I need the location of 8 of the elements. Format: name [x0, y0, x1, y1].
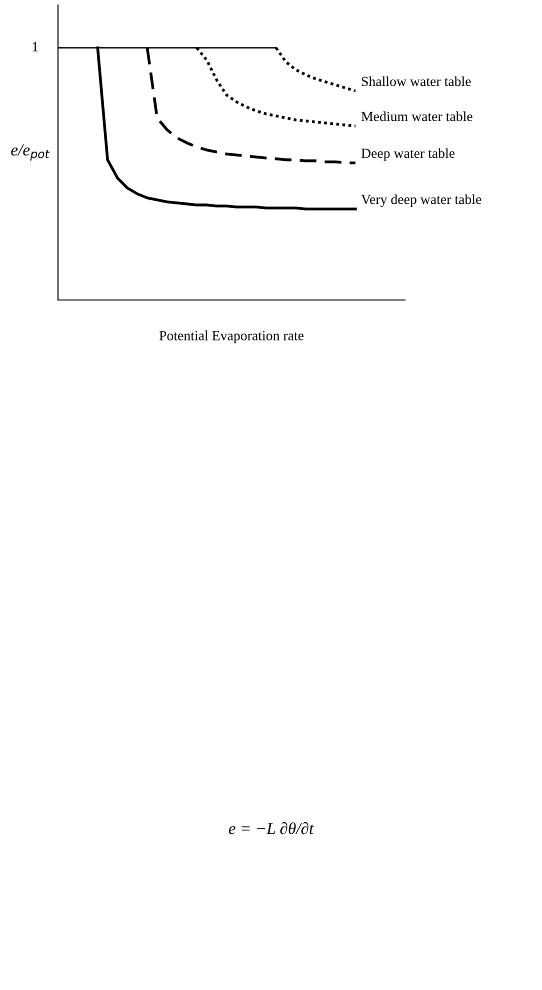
series-label: Shallow water table — [362, 76, 471, 86]
series-label: Very deep water table — [361, 194, 482, 207]
text: e = −L ∂θ/∂t — [228, 822, 314, 834]
text: 1 — [32, 42, 38, 52]
x-axis-title: Potential Evaporation rate — [159, 330, 304, 344]
y-axis-title: e/e$_{pot}$ — [11, 144, 50, 161]
series-label: Deep water table — [361, 148, 455, 161]
series-label: Medium water table — [361, 111, 472, 122]
